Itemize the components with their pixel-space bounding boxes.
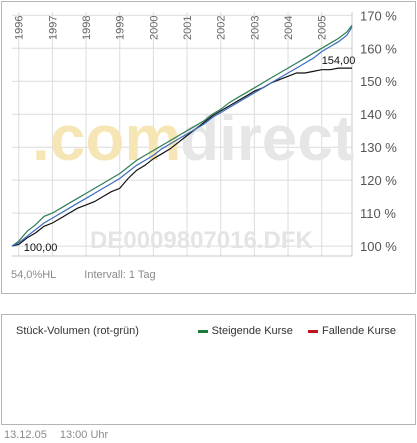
- footer-date: 13.12.05: [4, 429, 47, 441]
- falling-swatch: [308, 329, 318, 333]
- y-tick-label: 110 %: [360, 206, 396, 221]
- x-tick-label: 2001: [182, 16, 194, 40]
- y-tick-label: 100 %: [360, 239, 397, 254]
- price-chart: 100 % 110 % 120 % 130 % 140 % 150 % 160 % 170 %…: [11, 8, 397, 257]
- x-tick-label: 2002: [216, 16, 228, 40]
- hl-value: 54,0%HL: [11, 269, 57, 281]
- x-tick-label: 2003: [249, 16, 261, 40]
- isin-watermark: DE0009807016.DFK: [90, 227, 313, 254]
- volume-legend: Steigende Kurse Fallende Kurse: [186, 325, 396, 337]
- x-tick-label: 2004: [283, 16, 295, 40]
- chart-info-row: 54,0%HL Intervall: 1 Tag: [11, 269, 156, 281]
- rising-swatch: [197, 329, 208, 333]
- x-tick-label: 2000: [148, 16, 160, 40]
- y-tick-label: 170 %: [360, 8, 397, 23]
- watermark-com: .com: [32, 102, 181, 174]
- legend-rising-label: Steigende Kurse: [211, 325, 293, 337]
- x-tick-label: 1997: [47, 16, 59, 40]
- legend-falling-label: Fallende Kurse: [322, 325, 396, 337]
- legend-item-rising: Steigende Kurse: [197, 325, 293, 337]
- series-line-1: [11, 24, 353, 247]
- value-annotation: 154,00: [322, 55, 356, 67]
- x-tick-label: 2005: [317, 16, 329, 40]
- y-tick-label: 120 %: [360, 173, 397, 188]
- y-tick-label: 160 %: [360, 41, 397, 56]
- series-line-2: [11, 26, 353, 247]
- y-tick-label: 130 %: [360, 140, 397, 155]
- watermark-direct: direct: [180, 102, 354, 174]
- volume-panel: [1, 314, 416, 425]
- series-line-0: [11, 67, 352, 247]
- y-tick-label: 150 %: [360, 74, 397, 89]
- x-tick-label: 1999: [115, 16, 127, 40]
- interval-label: Intervall: 1 Tag: [84, 269, 156, 281]
- timestamp-footer: 13.12.05 13:00 Uhr: [4, 429, 118, 441]
- legend-item-falling: Fallende Kurse: [308, 325, 396, 337]
- x-tick-label: 1998: [81, 16, 93, 40]
- x-tick-label: 1996: [14, 16, 26, 40]
- value-annotation: 100,00: [24, 242, 58, 254]
- price-chart-panel: 100 % 110 % 120 % 130 % 140 % 150 % 160 % 170 %…: [1, 1, 416, 294]
- y-tick-label: 140 %: [360, 107, 397, 122]
- footer-time: 13:00 Uhr: [59, 429, 109, 441]
- volume-title: Stück-Volumen (rot-grün): [16, 325, 139, 337]
- volume-header: Stück-Volumen (rot-grün) Steigende Kurse…: [16, 325, 396, 337]
